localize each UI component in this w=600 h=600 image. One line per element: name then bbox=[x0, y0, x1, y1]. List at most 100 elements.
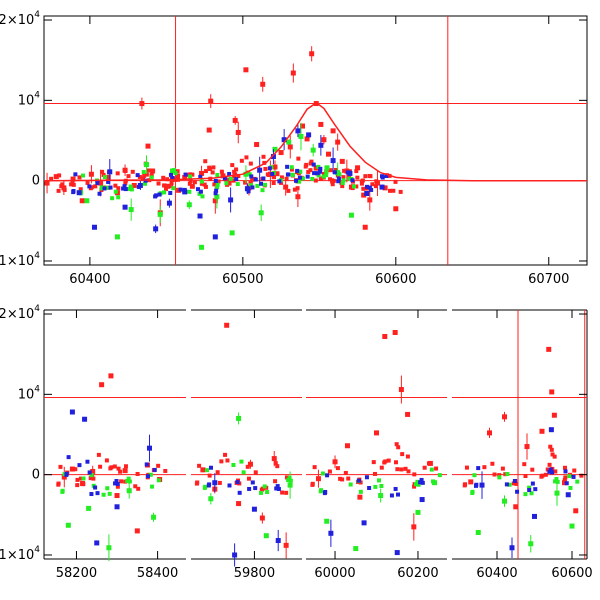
data-marker bbox=[287, 144, 293, 150]
top-point-green bbox=[272, 146, 278, 152]
top-cloud-marker-green bbox=[260, 188, 265, 193]
bottom-cloud-marker-green bbox=[554, 476, 559, 481]
top-cloud-marker-red bbox=[162, 183, 167, 188]
bottom-segment-3: 60000 60200 bbox=[306, 309, 447, 581]
top-point-red bbox=[304, 136, 310, 142]
bottom-point-red bbox=[99, 382, 105, 388]
top-cloud-marker-blue bbox=[246, 189, 251, 194]
data-marker bbox=[299, 123, 305, 129]
top-cloud-marker-red bbox=[388, 188, 393, 193]
data-marker bbox=[259, 515, 265, 521]
data-marker bbox=[539, 428, 545, 434]
bottom-cloud-marker-green bbox=[523, 492, 528, 497]
top-point-blue bbox=[379, 184, 385, 190]
bottom-cloud-marker-green bbox=[286, 478, 291, 483]
top-cloud-marker-red bbox=[216, 179, 221, 184]
bottom-point-blue bbox=[509, 537, 515, 559]
top-cloud-marker-red bbox=[93, 184, 98, 189]
top-point-red bbox=[382, 185, 388, 191]
bottom-point-green bbox=[86, 505, 92, 511]
data-marker bbox=[330, 158, 336, 164]
bottom-cloud-marker-red bbox=[119, 479, 124, 484]
bottom-cloud-marker-green bbox=[348, 482, 353, 487]
bottom-point-green bbox=[324, 518, 330, 524]
data-marker bbox=[513, 504, 519, 510]
data-marker bbox=[335, 139, 341, 145]
bottom-cloud-marker-blue bbox=[420, 480, 425, 485]
bottom-cloud-marker-green bbox=[287, 475, 292, 480]
bottom-point-red bbox=[247, 459, 253, 469]
bottom-cloud-marker-green bbox=[320, 471, 325, 476]
top-cloud-marker-blue bbox=[135, 173, 140, 178]
top-cloud-marker-green bbox=[255, 183, 260, 188]
top-cloud-marker-blue bbox=[311, 162, 316, 167]
bottom-y-tick-label: -1×104 bbox=[0, 544, 40, 562]
top-cloud-marker-red bbox=[192, 180, 197, 185]
top-point-blue bbox=[76, 190, 82, 196]
top-cloud-marker-green bbox=[103, 175, 108, 180]
bottom-cloud-marker-red bbox=[284, 490, 289, 495]
top-point-red bbox=[287, 135, 293, 159]
data-marker bbox=[197, 213, 203, 219]
data-marker bbox=[283, 542, 289, 548]
bottom-cloud-marker-green bbox=[358, 489, 363, 494]
bottom-point-red bbox=[344, 443, 350, 449]
bottom-point-green bbox=[569, 523, 575, 529]
bottom-cloud-marker-green bbox=[507, 482, 512, 487]
bottom-point-red bbox=[69, 466, 75, 472]
bottom-point-green bbox=[378, 488, 384, 503]
bottom-cloud-marker-red bbox=[280, 490, 285, 495]
data-marker bbox=[524, 444, 530, 450]
top-cloud-marker-green bbox=[324, 173, 329, 178]
data-marker bbox=[232, 552, 238, 558]
data-marker bbox=[236, 415, 242, 421]
data-marker bbox=[281, 137, 287, 143]
top-cloud-marker-red bbox=[100, 169, 105, 174]
top-cloud-marker-red bbox=[56, 188, 61, 193]
top-cloud-marker-red bbox=[354, 184, 359, 189]
data-marker bbox=[199, 244, 205, 250]
top-cloud-marker-blue bbox=[250, 185, 255, 190]
bottom-cloud-marker-green bbox=[107, 491, 112, 496]
top-cloud-marker-red bbox=[296, 156, 301, 161]
bottom-cloud-marker-red bbox=[530, 467, 535, 472]
bottom-cloud-marker-red bbox=[396, 445, 401, 450]
bottom-point-red bbox=[468, 479, 474, 485]
top-cloud-marker-green bbox=[142, 181, 147, 186]
bottom-point-green bbox=[528, 535, 534, 553]
top-cloud-marker-red bbox=[176, 173, 181, 178]
top-point-red bbox=[318, 121, 324, 127]
bottom-point-blue bbox=[232, 543, 238, 567]
top-cloud-marker-blue bbox=[97, 191, 102, 196]
bottom-cloud-marker-blue bbox=[515, 489, 520, 494]
bottom-cloud-marker-red bbox=[223, 452, 228, 457]
bottom-cloud-marker-red bbox=[96, 452, 101, 457]
top-cloud-marker-red bbox=[115, 171, 120, 176]
top-cloud-marker-red bbox=[275, 171, 280, 176]
top-point-green bbox=[348, 212, 354, 218]
bottom-cloud-marker-red bbox=[215, 470, 220, 475]
data-marker bbox=[235, 129, 241, 135]
bottom-cloud-marker-red bbox=[335, 466, 340, 471]
bottom-cloud-marker-red bbox=[511, 481, 516, 486]
bottom-point-red bbox=[357, 494, 363, 500]
top-cloud-marker-red bbox=[393, 179, 398, 184]
top-point-red bbox=[321, 134, 327, 145]
top-point-blue bbox=[318, 134, 324, 156]
data-marker bbox=[65, 522, 71, 528]
bottom-cloud-marker-blue bbox=[77, 463, 82, 468]
bottom-cloud-marker-green bbox=[379, 484, 384, 489]
bottom-point-green bbox=[415, 509, 421, 515]
top-cloud-marker-blue bbox=[95, 181, 100, 186]
top-point-red bbox=[367, 189, 373, 211]
top-cloud-marker-blue bbox=[178, 187, 183, 192]
data-marker bbox=[295, 194, 301, 200]
top-cloud-marker-green bbox=[235, 182, 240, 187]
bottom-cloud-marker-red bbox=[492, 472, 497, 477]
top-cloud-marker-red bbox=[328, 168, 333, 173]
bottom-cloud-marker-red bbox=[548, 444, 553, 449]
top-cloud-marker-red bbox=[71, 182, 76, 187]
bottom-cloud-marker-green bbox=[81, 476, 86, 481]
data-marker bbox=[84, 198, 90, 204]
